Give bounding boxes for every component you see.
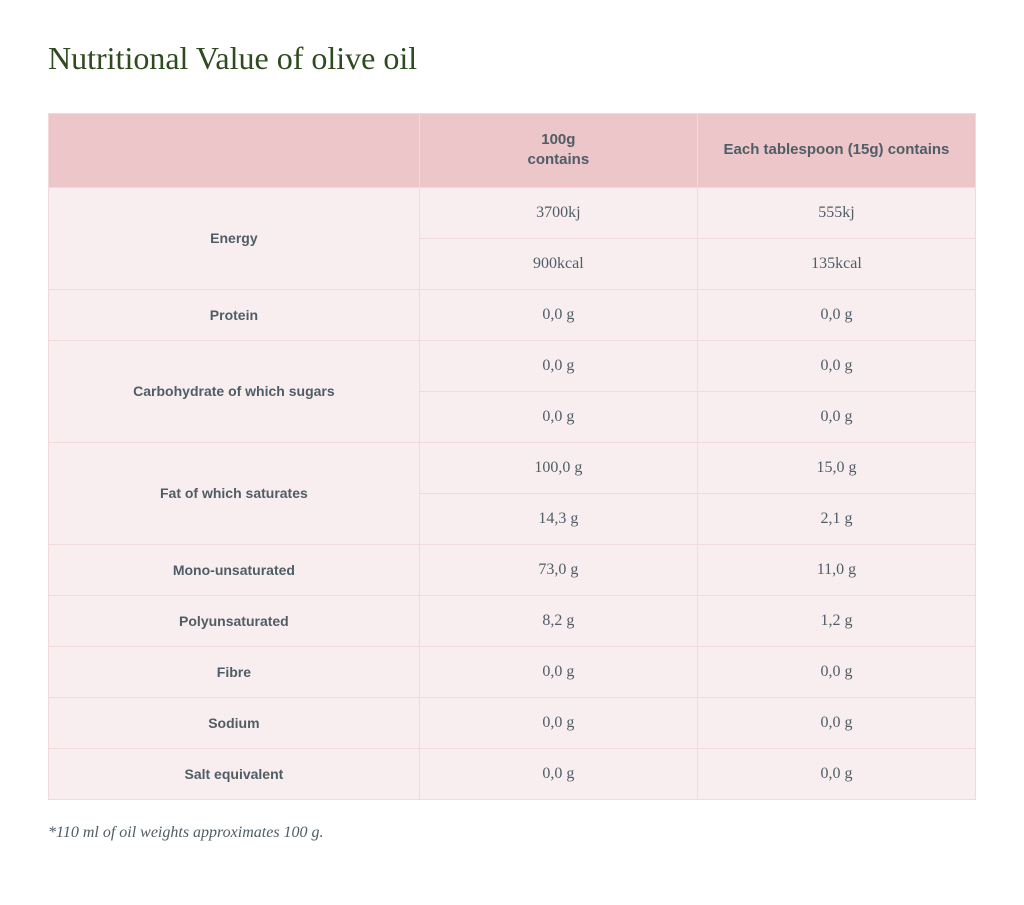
cell-value: 15,0 g — [697, 442, 975, 493]
cell-value: 555kj — [697, 187, 975, 238]
cell-value: 1,2 g — [697, 595, 975, 646]
table-row: Sodium 0,0 g 0,0 g — [49, 697, 976, 748]
cell-value: 100,0 g — [419, 442, 697, 493]
row-label-salt: Salt equivalent — [49, 748, 420, 799]
footnote: *110 ml of oil weights approximates 100 … — [48, 824, 976, 842]
cell-value: 0,0 g — [419, 340, 697, 391]
table-row: Carbohydrate of which sugars 0,0 g 0,0 g — [49, 340, 976, 391]
cell-value: 3700kj — [419, 187, 697, 238]
table-row: Energy 3700kj 555kj — [49, 187, 976, 238]
cell-value: 135kcal — [697, 238, 975, 289]
cell-value: 0,0 g — [697, 340, 975, 391]
cell-value: 0,0 g — [697, 289, 975, 340]
cell-value: 900kcal — [419, 238, 697, 289]
table-row: Mono-unsaturated 73,0 g 11,0 g — [49, 544, 976, 595]
cell-value: 0,0 g — [419, 697, 697, 748]
cell-value: 14,3 g — [419, 493, 697, 544]
row-label-mono: Mono-unsaturated — [49, 544, 420, 595]
table-header-15g: Each tablespoon (15g) contains — [697, 114, 975, 188]
cell-value: 0,0 g — [697, 697, 975, 748]
cell-value: 8,2 g — [419, 595, 697, 646]
cell-value: 11,0 g — [697, 544, 975, 595]
page: Nutritional Value of olive oil 100gconta… — [0, 0, 1024, 905]
nutrition-table: 100gcontains Each tablespoon (15g) conta… — [48, 113, 976, 800]
row-label-sodium: Sodium — [49, 697, 420, 748]
table-header-row: 100gcontains Each tablespoon (15g) conta… — [49, 114, 976, 188]
table-row: Salt equivalent 0,0 g 0,0 g — [49, 748, 976, 799]
cell-value: 0,0 g — [419, 391, 697, 442]
cell-value: 0,0 g — [419, 748, 697, 799]
cell-value: 0,0 g — [697, 646, 975, 697]
page-title: Nutritional Value of olive oil — [48, 40, 976, 77]
cell-value: 0,0 g — [697, 391, 975, 442]
row-label-carbs: Carbohydrate of which sugars — [49, 340, 420, 442]
table-row: Protein 0,0 g 0,0 g — [49, 289, 976, 340]
cell-value: 73,0 g — [419, 544, 697, 595]
cell-value: 0,0 g — [697, 748, 975, 799]
table-header-blank — [49, 114, 420, 188]
header-15g-line: Each tablespoon (15g) contains — [724, 141, 950, 158]
table-row: Fat of which saturates 100,0 g 15,0 g — [49, 442, 976, 493]
row-label-fibre: Fibre — [49, 646, 420, 697]
row-label-poly: Polyunsaturated — [49, 595, 420, 646]
row-label-energy: Energy — [49, 187, 420, 289]
cell-value: 0,0 g — [419, 646, 697, 697]
row-label-fat: Fat of which saturates — [49, 442, 420, 544]
header-100g-line1: 100gcontains — [528, 131, 590, 168]
table-row: Polyunsaturated 8,2 g 1,2 g — [49, 595, 976, 646]
cell-value: 2,1 g — [697, 493, 975, 544]
row-label-protein: Protein — [49, 289, 420, 340]
table-header-100g: 100gcontains — [419, 114, 697, 188]
cell-value: 0,0 g — [419, 289, 697, 340]
table-row: Fibre 0,0 g 0,0 g — [49, 646, 976, 697]
